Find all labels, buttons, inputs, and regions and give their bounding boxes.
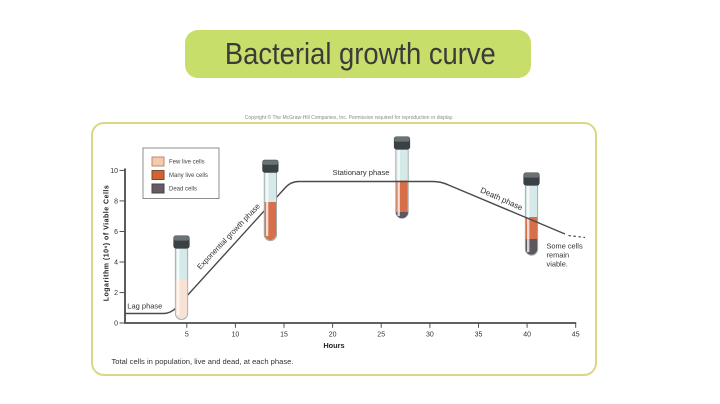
svg-text:4: 4 bbox=[114, 259, 118, 266]
svg-text:viable.: viable. bbox=[547, 260, 568, 269]
svg-text:30: 30 bbox=[426, 332, 434, 339]
svg-text:remain: remain bbox=[547, 251, 570, 260]
svg-text:Hours: Hours bbox=[323, 341, 344, 350]
svg-text:20: 20 bbox=[329, 332, 337, 339]
svg-text:Dead cells: Dead cells bbox=[169, 187, 197, 193]
svg-text:10: 10 bbox=[232, 332, 240, 339]
svg-text:2: 2 bbox=[114, 290, 118, 297]
svg-text:35: 35 bbox=[475, 332, 483, 339]
svg-text:Few live cells: Few live cells bbox=[169, 160, 205, 166]
svg-text:15: 15 bbox=[280, 332, 288, 339]
svg-text:Stationary phase: Stationary phase bbox=[333, 168, 390, 177]
svg-text:Exponential growth phase: Exponential growth phase bbox=[195, 202, 262, 272]
svg-text:Some cells: Some cells bbox=[547, 242, 583, 251]
svg-text:40: 40 bbox=[523, 332, 531, 339]
svg-text:8: 8 bbox=[114, 198, 118, 205]
svg-text:Death phase: Death phase bbox=[479, 186, 525, 213]
svg-text:0: 0 bbox=[114, 321, 118, 328]
svg-text:Lag phase: Lag phase bbox=[127, 302, 162, 311]
svg-text:6: 6 bbox=[114, 229, 118, 236]
svg-text:Many live cells: Many live cells bbox=[169, 173, 208, 179]
svg-text:Total cells in population, liv: Total cells in population, live and dead… bbox=[112, 357, 294, 366]
svg-text:Copyright © The McGraw-Hill Co: Copyright © The McGraw-Hill Companies, I… bbox=[245, 114, 454, 121]
svg-text:10: 10 bbox=[110, 168, 118, 175]
svg-text:Logarithm (10ⁿ) of Viable Cell: Logarithm (10ⁿ) of Viable Cells bbox=[104, 185, 111, 302]
svg-text:5: 5 bbox=[185, 332, 189, 339]
svg-text:45: 45 bbox=[572, 332, 580, 339]
svg-text:25: 25 bbox=[377, 332, 385, 339]
